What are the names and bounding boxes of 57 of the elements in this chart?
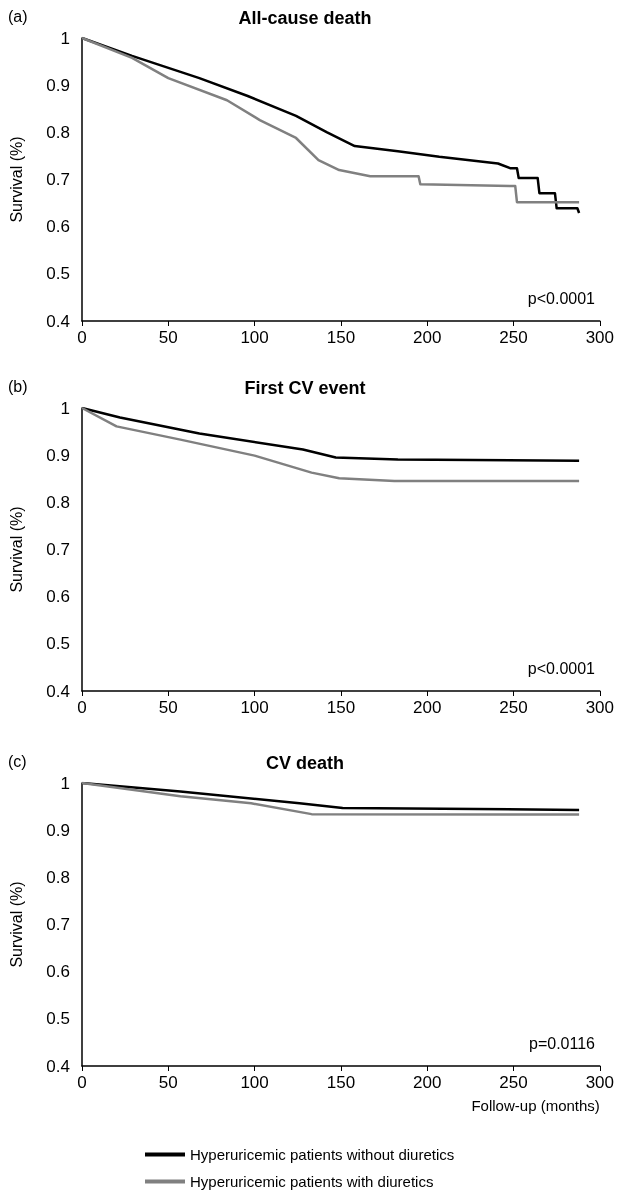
text: (c) (8, 752, 27, 770)
y-tick-label: 0.9 (46, 820, 70, 840)
x-tick-label: 0 (77, 328, 87, 347)
y-tick-label: 0.8 (46, 122, 70, 142)
x-tick-label: 150 (326, 1073, 356, 1092)
y-tick-label: 0.7 (46, 915, 70, 934)
text: (b) (8, 377, 28, 395)
y-tick-label: 0.8 (46, 867, 70, 887)
legend-label: Hyperuricemic patients without diuretics (190, 1146, 455, 1163)
y-tick-label: 0.7 (46, 540, 70, 559)
y-tick-label: 0.8 (46, 492, 70, 512)
y-tick-label: 1 (60, 28, 70, 48)
chart-title: CV death (265, 753, 345, 773)
annotation: p<0.0001 (527, 659, 596, 677)
y-tick-label: 0.6 (46, 962, 70, 982)
x-tick-label: 200 (413, 328, 442, 347)
y-tick-label: 0.4 (46, 681, 70, 701)
y-tick-label: 1 (60, 773, 70, 793)
x-tick-label: 250 (499, 1073, 528, 1092)
x-tick-label: 250 (499, 698, 528, 717)
x-tick-label: 100 (240, 698, 269, 717)
x-tick-label: 50 (158, 328, 178, 347)
text: (a) (8, 7, 28, 25)
y-tick-label: 0.5 (46, 634, 70, 654)
y-tick-label: 0.4 (46, 1056, 70, 1076)
y-tick-label: 0.7 (46, 170, 70, 189)
x-tick-label: 150 (326, 328, 356, 347)
chart-title: All-cause death (238, 8, 372, 28)
x-tick-label: 50 (158, 698, 178, 717)
x-axis-title: Follow-up (months) (471, 1097, 600, 1114)
x-tick-label: 250 (499, 328, 528, 347)
y-tick-label: 0.6 (46, 217, 70, 237)
y-tick-label: 0.9 (46, 445, 70, 465)
x-tick-label: 100 (240, 328, 269, 347)
chart-title: First CV event (244, 378, 366, 398)
y-tick-label: 1 (60, 398, 70, 418)
y-tick-label: 0.5 (46, 1009, 70, 1029)
y-axis-title: Survival (%) (7, 136, 25, 223)
y-axis-title: Survival (%) (7, 881, 25, 968)
x-tick-label: 300 (585, 1073, 615, 1092)
x-tick-label: 50 (158, 1073, 178, 1092)
x-tick-label: 200 (413, 698, 442, 717)
y-tick-label: 0.4 (46, 311, 70, 331)
annotation: p=0.0116 (529, 1034, 596, 1052)
y-axis-title: Survival (%) (7, 506, 25, 593)
x-tick-label: 150 (326, 698, 356, 717)
y-tick-label: 0.6 (46, 587, 70, 607)
x-tick-label: 300 (585, 698, 615, 717)
annotation: p<0.0001 (527, 289, 596, 307)
x-tick-label: 300 (585, 328, 615, 347)
x-tick-label: 0 (77, 1073, 87, 1092)
y-tick-label: 0.9 (46, 75, 70, 95)
legend-label: Hyperuricemic patients with diuretics (190, 1173, 434, 1190)
x-tick-label: 200 (413, 1073, 442, 1092)
x-tick-label: 100 (240, 1073, 269, 1092)
y-tick-label: 0.5 (46, 264, 70, 284)
x-tick-label: 0 (77, 698, 87, 717)
